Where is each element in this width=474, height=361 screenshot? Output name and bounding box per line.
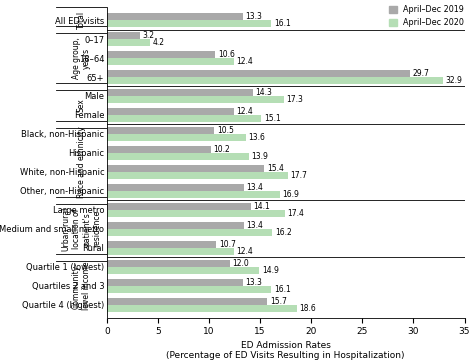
Text: 17.7: 17.7 (290, 171, 307, 180)
Bar (107, 229, 273, 236)
Bar (107, 13, 243, 20)
Text: 10.2: 10.2 (214, 145, 230, 154)
Text: 13.3: 13.3 (246, 12, 262, 21)
Text: 13.4: 13.4 (246, 183, 263, 192)
Bar (107, 210, 285, 217)
Text: 29.7: 29.7 (413, 69, 430, 78)
Bar (107, 108, 234, 115)
Bar (107, 248, 234, 255)
Text: 14.1: 14.1 (254, 202, 270, 211)
Text: Total: Total (77, 11, 86, 29)
Text: Sex: Sex (77, 99, 86, 112)
Text: 12.4: 12.4 (236, 107, 253, 116)
Text: 14.9: 14.9 (262, 266, 279, 275)
Bar (107, 127, 214, 134)
Bar (107, 58, 234, 65)
Text: 10.7: 10.7 (219, 240, 236, 249)
Bar (107, 134, 246, 141)
Bar (107, 279, 243, 286)
Text: 13.9: 13.9 (252, 152, 268, 161)
Bar (107, 89, 253, 96)
Text: Race and ethnicity: Race and ethnicity (77, 127, 86, 198)
Bar (107, 153, 249, 160)
Bar (107, 298, 267, 305)
Bar (107, 51, 215, 58)
Bar (107, 184, 244, 191)
Bar (107, 70, 410, 77)
Bar (107, 241, 216, 248)
Text: 3.2: 3.2 (142, 31, 154, 40)
Bar (107, 260, 229, 267)
Text: 13.4: 13.4 (246, 221, 263, 230)
Bar (107, 32, 140, 39)
Text: 12.4: 12.4 (236, 57, 253, 66)
Legend: April–Dec 2019, April–Dec 2020: April–Dec 2019, April–Dec 2020 (389, 5, 464, 27)
Text: 16.2: 16.2 (275, 228, 292, 237)
Text: 13.3: 13.3 (246, 278, 262, 287)
Bar (107, 286, 272, 292)
Bar (107, 191, 280, 197)
Bar (107, 20, 272, 27)
Text: 16.1: 16.1 (274, 285, 291, 294)
Text: 10.6: 10.6 (218, 50, 235, 59)
Text: 4.2: 4.2 (152, 38, 164, 47)
Bar (107, 305, 297, 312)
Text: 10.5: 10.5 (217, 126, 234, 135)
Bar (107, 203, 251, 210)
Bar (107, 146, 211, 153)
Text: 17.3: 17.3 (286, 95, 303, 104)
Text: 12.4: 12.4 (236, 247, 253, 256)
Text: 14.3: 14.3 (255, 88, 273, 97)
Bar (107, 172, 288, 179)
Text: Urban-rural
location of
patient's
residence: Urban-rural location of patient's reside… (61, 207, 101, 251)
Bar (107, 165, 264, 172)
Text: 16.1: 16.1 (274, 19, 291, 28)
Bar (107, 39, 150, 46)
Bar (107, 115, 261, 122)
Text: 13.6: 13.6 (248, 133, 265, 142)
Text: 12.0: 12.0 (232, 259, 249, 268)
Text: Age group,
years: Age group, years (72, 37, 91, 79)
Text: 15.4: 15.4 (267, 164, 284, 173)
Bar (107, 77, 443, 84)
Text: 15.1: 15.1 (264, 114, 281, 123)
Text: 32.9: 32.9 (446, 76, 463, 85)
Text: Community-
level income: Community- level income (72, 262, 91, 310)
Bar (107, 222, 244, 229)
Text: 18.6: 18.6 (300, 304, 316, 313)
Text: 15.7: 15.7 (270, 297, 287, 306)
Bar (107, 96, 283, 103)
Text: 17.4: 17.4 (287, 209, 304, 218)
Bar (107, 267, 259, 274)
Text: 16.9: 16.9 (282, 190, 299, 199)
X-axis label: ED Admission Rates
(Percentage of ED Visits Resulting in Hospitalization): ED Admission Rates (Percentage of ED Vis… (166, 340, 405, 360)
